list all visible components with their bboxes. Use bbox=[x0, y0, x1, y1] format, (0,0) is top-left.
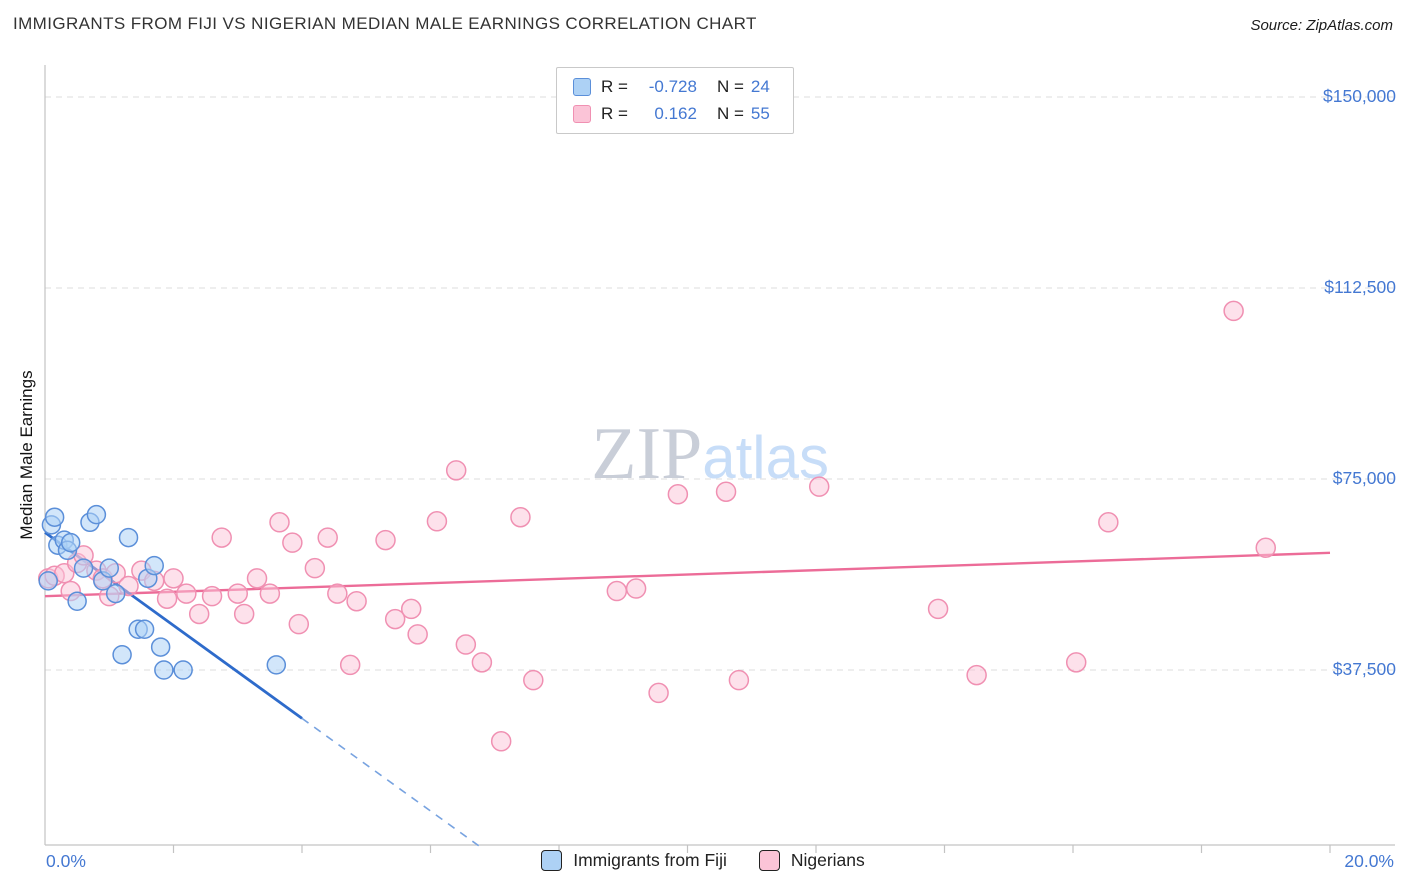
scatter-point-fiji bbox=[86, 504, 107, 525]
scatter-point-nigerians bbox=[317, 527, 338, 548]
scatter-point-nigerians bbox=[1223, 300, 1244, 322]
scatter-point-nigerians bbox=[201, 585, 223, 607]
correlation-row-nigerians: R = 0.162 N = 55 bbox=[573, 104, 779, 124]
scatter-point-nigerians bbox=[426, 511, 448, 532]
scatter-point-fiji bbox=[99, 558, 119, 578]
legend-item-nigerians: Nigerians bbox=[758, 850, 865, 871]
scatter-point-nigerians bbox=[375, 529, 396, 551]
scatter-point-nigerians bbox=[269, 512, 290, 533]
y-tick-label-75000: $75,000 bbox=[1332, 468, 1396, 488]
n-label: N = bbox=[716, 77, 744, 96]
scatter-point-fiji bbox=[112, 644, 132, 665]
scatter-point-nigerians bbox=[648, 682, 669, 704]
scatter-point-nigerians bbox=[625, 578, 647, 599]
scatter-point-nigerians bbox=[728, 669, 750, 691]
y-tick-label-112500: $112,500 bbox=[1324, 277, 1396, 297]
scatter-point-nigerians bbox=[246, 568, 268, 589]
scatter-point-fiji bbox=[38, 571, 58, 591]
scatter-point-fiji bbox=[73, 558, 94, 578]
scatter-point-fiji bbox=[60, 532, 81, 553]
y-axis-title: Median Male Earnings bbox=[17, 370, 36, 540]
scatter-point-nigerians bbox=[667, 484, 689, 505]
legend-item-fiji: Immigrants from Fiji bbox=[541, 850, 727, 871]
scatter-point-nigerians bbox=[407, 624, 428, 645]
scatter-point-nigerians bbox=[288, 613, 310, 635]
scatter-point-nigerians bbox=[188, 603, 210, 625]
legend-label-nigerians: Nigerians bbox=[790, 850, 865, 870]
x-axis-max-label: 20.0% bbox=[1344, 851, 1394, 871]
x-axis-min-label: 0.0% bbox=[46, 851, 86, 871]
scatter-point-nigerians bbox=[384, 608, 406, 630]
y-tick-label-37500: $37,500 bbox=[1332, 659, 1396, 679]
r-value-nigerians: 0.162 bbox=[654, 104, 697, 123]
scatter-point-nigerians bbox=[211, 527, 232, 548]
scatter-point-nigerians bbox=[715, 481, 737, 502]
scatter-point-nigerians bbox=[156, 588, 178, 609]
series-legend: Immigrants from Fiji Nigerians bbox=[0, 850, 1406, 871]
nigerians-legend-swatch bbox=[758, 850, 780, 871]
scatter-point-nigerians bbox=[259, 583, 281, 604]
scatter-point-fiji bbox=[150, 637, 171, 657]
nigerians-legend-swatch bbox=[573, 105, 591, 123]
y-tick-label-150000: $150,000 bbox=[1323, 86, 1396, 106]
scatter-point-nigerians bbox=[1255, 537, 1276, 559]
scatter-point-nigerians bbox=[510, 506, 531, 528]
page-title: IMMIGRANTS FROM FIJI VS NIGERIAN MEDIAN … bbox=[13, 14, 757, 33]
scatter-point-fiji bbox=[154, 660, 174, 680]
scatter-point-fiji bbox=[144, 555, 164, 576]
n-value-fiji: 24 bbox=[750, 77, 770, 96]
correlation-legend-box: R = -0.728 N = 24 R = 0.162 N = 55 bbox=[556, 67, 794, 134]
scatter-point-nigerians bbox=[227, 583, 248, 604]
scatter-point-nigerians bbox=[346, 590, 367, 612]
r-label: R = bbox=[601, 77, 628, 96]
fiji-legend-swatch bbox=[541, 850, 563, 871]
scatter-point-nigerians bbox=[1065, 652, 1087, 673]
nigerians-trend-line bbox=[44, 551, 1331, 598]
scatter-point-nigerians bbox=[233, 603, 255, 625]
n-label: N = bbox=[716, 104, 744, 123]
fiji-trend-extension-dashed bbox=[301, 717, 480, 847]
fiji-legend-swatch bbox=[573, 78, 591, 96]
scatter-point-nigerians bbox=[339, 654, 361, 676]
scatter-point-nigerians bbox=[523, 669, 544, 691]
scatter-point-nigerians bbox=[282, 532, 303, 553]
scatter-point-nigerians bbox=[327, 583, 348, 604]
scatter-point-nigerians bbox=[471, 652, 493, 673]
scatter-point-fiji bbox=[118, 527, 139, 548]
scatter-point-nigerians bbox=[808, 476, 830, 497]
source-attribution: Source: ZipAtlas.com bbox=[1250, 17, 1393, 34]
scatter-point-nigerians bbox=[490, 731, 512, 752]
scatter-point-nigerians bbox=[966, 664, 987, 686]
scatter-point-nigerians bbox=[400, 598, 422, 620]
scatter-point-nigerians bbox=[304, 557, 326, 579]
scatter-point-fiji bbox=[173, 660, 193, 680]
legend-label-fiji: Immigrants from Fiji bbox=[573, 850, 727, 870]
scatter-point-nigerians bbox=[455, 634, 477, 655]
scatter-point-fiji bbox=[67, 591, 87, 611]
correlation-row-fiji: R = -0.728 N = 24 bbox=[573, 77, 779, 97]
r-value-fiji: -0.728 bbox=[648, 77, 697, 96]
n-value-nigerians: 55 bbox=[750, 104, 770, 123]
r-label: R = bbox=[601, 104, 628, 123]
scatter-point-nigerians bbox=[927, 598, 949, 620]
scatter-point-fiji bbox=[134, 619, 155, 640]
scatter-point-fiji bbox=[266, 655, 287, 675]
scatter-point-nigerians bbox=[176, 583, 197, 604]
scatter-point-fiji bbox=[44, 507, 65, 527]
scatter-point-nigerians bbox=[1098, 512, 1119, 533]
scatter-point-nigerians bbox=[606, 580, 628, 602]
scatter-point-nigerians bbox=[445, 460, 467, 481]
scatter-point-nigerians bbox=[163, 568, 184, 589]
scatter-point-fiji bbox=[105, 583, 126, 604]
